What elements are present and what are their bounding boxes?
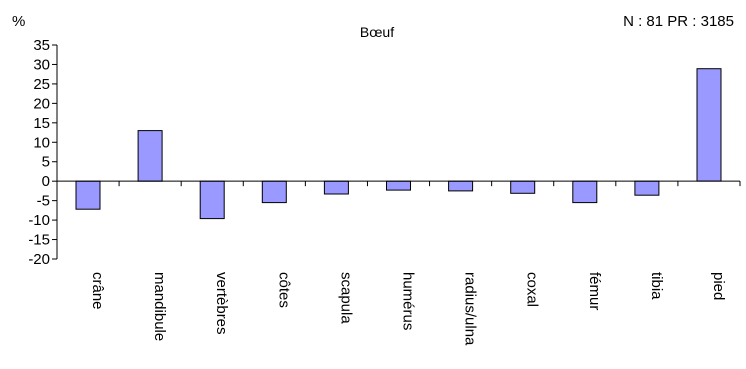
y-tick-label: 5 xyxy=(42,154,50,171)
y-tick-label: 10 xyxy=(33,134,50,151)
bar-radius/ulna xyxy=(448,180,474,192)
y-tick-label: 30 xyxy=(33,56,50,73)
y-tick-label: 35 xyxy=(33,37,50,54)
x-tick-label-mandibule: mandibule xyxy=(151,272,168,341)
x-tick-label-scapula: scapula xyxy=(337,272,354,324)
x-tick-label-pied: pied xyxy=(710,272,727,300)
y-tick-label: -20 xyxy=(28,251,50,268)
bar-crâne xyxy=(75,180,101,210)
y-tick-label: 15 xyxy=(33,115,50,132)
bar-scapula xyxy=(323,180,349,195)
y-tick-label: -15 xyxy=(28,232,50,249)
bar-pied xyxy=(696,68,722,182)
x-tick-label-coxal: coxal xyxy=(524,272,541,307)
axes xyxy=(56,45,741,259)
bar-mandibule xyxy=(137,130,163,182)
bar-fémur xyxy=(572,180,598,204)
x-tick-label-côtes: côtes xyxy=(275,272,292,308)
bar-tibia xyxy=(634,180,660,196)
y-tick-label: 0 xyxy=(42,173,50,190)
bar-vertèbres xyxy=(199,180,225,220)
bars xyxy=(75,68,722,220)
y-tick-label: -5 xyxy=(37,193,50,210)
y-tick-label: 25 xyxy=(33,76,50,93)
x-tick-label-radius/ulna: radius/ulna xyxy=(462,272,479,346)
chart-title: Bœuf xyxy=(360,24,394,40)
bar-coxal xyxy=(510,180,536,194)
bar-humérus xyxy=(386,180,411,191)
x-tick-label-crâne: crâne xyxy=(89,272,106,310)
y-tick-label: -10 xyxy=(28,212,50,229)
y-ticks: 35 30 25 20 15 10 5 0 -5 -10 -15 -20 xyxy=(28,37,57,268)
x-tick-label-humérus: humérus xyxy=(400,272,417,330)
x-category-labels: crâne mandibule vertèbres côtes scapula humér… xyxy=(89,272,727,346)
x-tick-label-vertèbres: vertèbres xyxy=(213,272,230,335)
y-tick-label: 20 xyxy=(33,95,50,112)
sample-annotation: N : 81 PR : 3185 xyxy=(623,13,734,30)
x-tick-label-tibia: tibia xyxy=(648,272,665,300)
y-axis-label: % xyxy=(12,13,25,30)
bar-côtes xyxy=(261,180,287,204)
x-tick-label-fémur: fémur xyxy=(586,272,603,310)
